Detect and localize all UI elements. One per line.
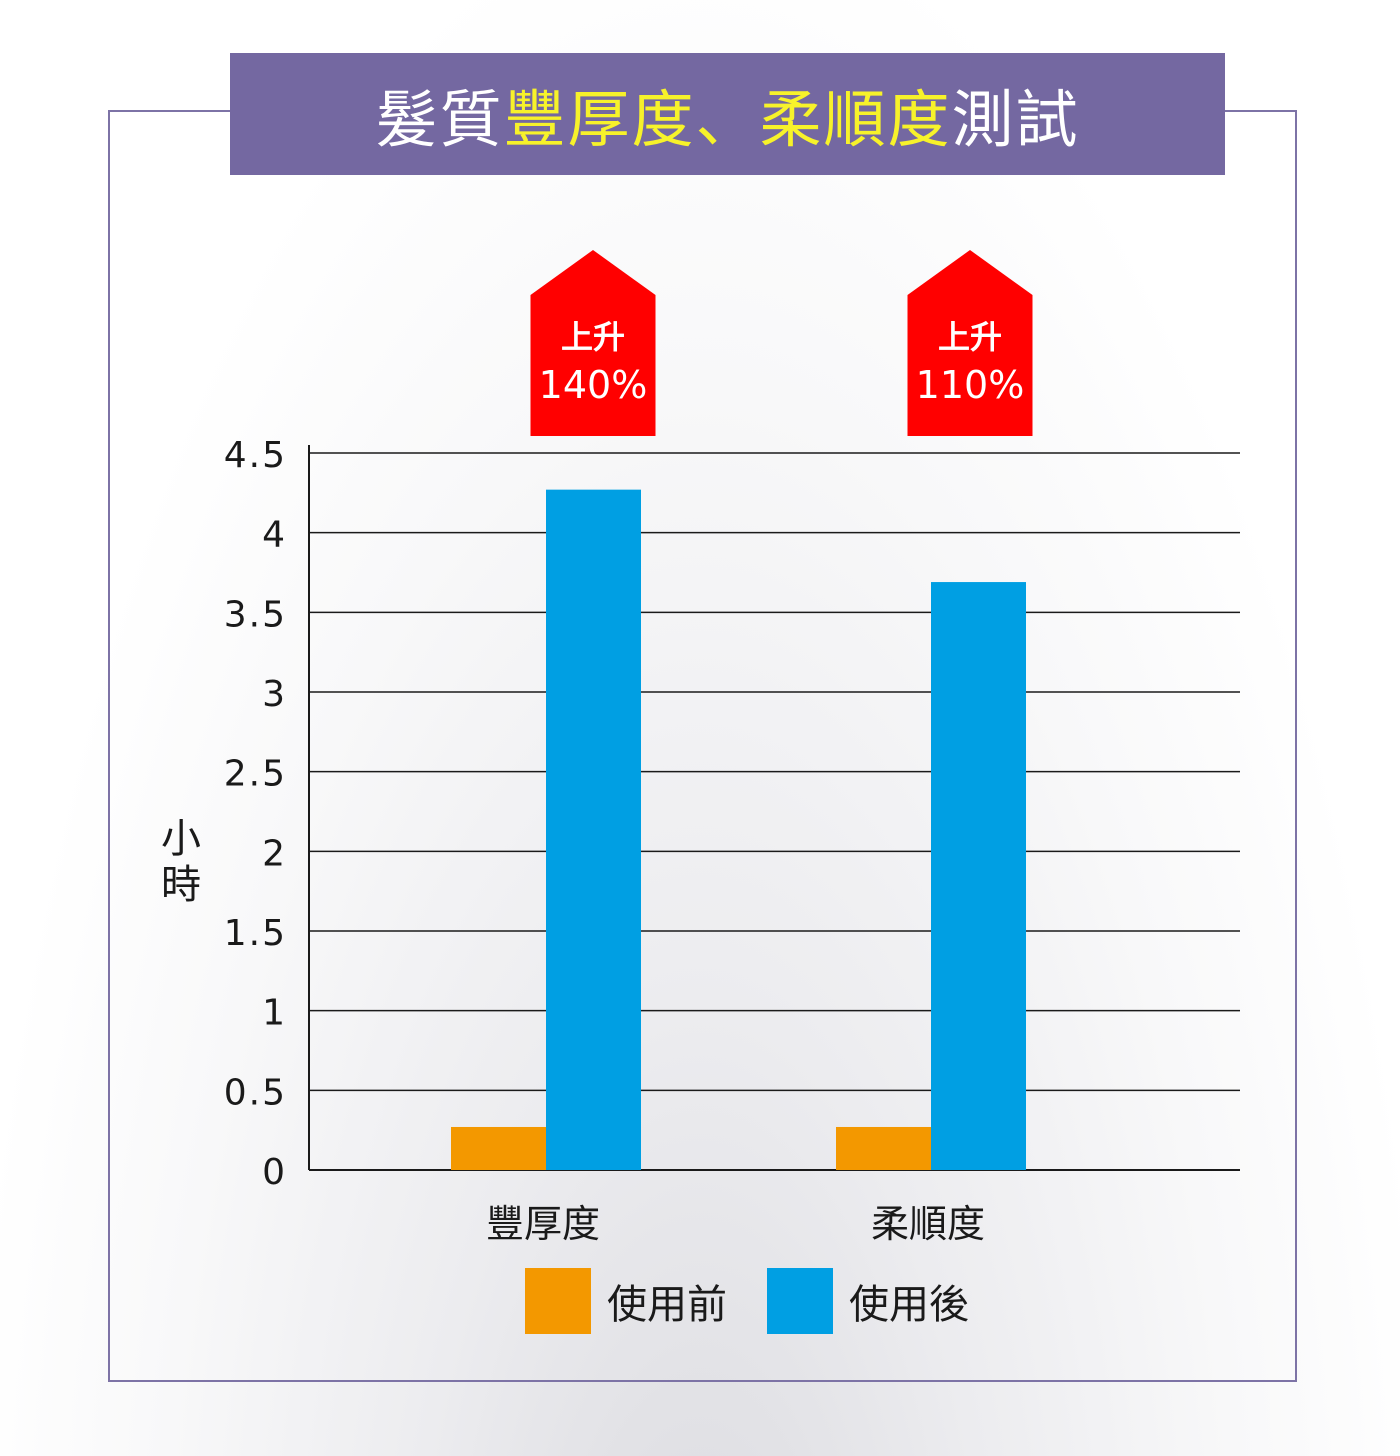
y-axis-label: 小 xyxy=(161,816,201,862)
bar-before-1 xyxy=(451,1126,546,1170)
badge-label: 上升 xyxy=(561,318,625,356)
legend-swatch-after xyxy=(767,1268,833,1334)
badge-value: 110% xyxy=(916,363,1025,407)
y-axis-label: 時 xyxy=(161,862,201,908)
legend-label-before: 使用前 xyxy=(607,1282,727,1328)
y-tick-label: 0 xyxy=(262,1152,287,1193)
x-tick-label: 豐厚度 xyxy=(486,1202,600,1246)
y-tick-label: 2.5 xyxy=(224,754,287,795)
legend-item-after: 使用後 xyxy=(767,1268,969,1334)
y-tick-label: 3 xyxy=(262,674,287,715)
y-tick-label: 2 xyxy=(262,833,287,874)
y-tick-label: 1.5 xyxy=(224,913,287,954)
legend-item-before: 使用前 xyxy=(525,1268,727,1334)
bar-after-1 xyxy=(546,489,641,1170)
up-arrow-badge xyxy=(530,250,656,436)
y-tick-label: 4.5 xyxy=(224,435,287,476)
x-tick-label: 柔順度 xyxy=(871,1202,985,1246)
title-part3: 測試 xyxy=(951,83,1080,156)
bar-after-2 xyxy=(931,582,1026,1170)
badge-value: 140% xyxy=(539,363,648,407)
legend-label-after: 使用後 xyxy=(849,1282,969,1328)
y-tick-label: 3.5 xyxy=(224,594,287,635)
up-arrow-badge xyxy=(907,250,1033,436)
legend: 使用前 使用後 xyxy=(525,1268,1009,1334)
bar-before-2 xyxy=(836,1126,931,1170)
badge-label: 上升 xyxy=(938,318,1002,356)
title-banner: 髮質 豐厚度、柔順度 測試 xyxy=(230,53,1225,175)
y-tick-label: 1 xyxy=(262,993,287,1034)
y-tick-label: 4 xyxy=(262,515,287,556)
y-tick-label: 0.5 xyxy=(224,1072,287,1113)
legend-swatch-before xyxy=(525,1268,591,1334)
title-part1: 髮質 xyxy=(375,83,504,156)
title-highlight: 豐厚度、柔順度 xyxy=(503,83,952,156)
